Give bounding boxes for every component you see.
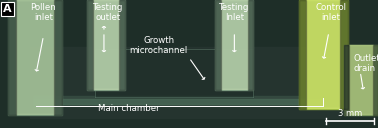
- Bar: [119, 0, 125, 90]
- Bar: [54, 0, 62, 115]
- Bar: [344, 45, 349, 115]
- Bar: [8, 0, 62, 115]
- Text: Growth
microchannel: Growth microchannel: [130, 36, 188, 55]
- Bar: [8, 0, 16, 115]
- Bar: [340, 0, 348, 109]
- Bar: [215, 0, 221, 90]
- Bar: [299, 0, 348, 109]
- Text: A: A: [3, 4, 12, 14]
- Bar: [93, 0, 119, 89]
- Text: Testing
Inlet: Testing Inlet: [219, 3, 249, 22]
- Bar: [248, 0, 253, 90]
- Bar: [34, 96, 321, 106]
- Bar: [373, 45, 378, 115]
- Bar: [16, 0, 54, 114]
- Text: Testing
outlet: Testing outlet: [93, 3, 123, 22]
- Bar: [87, 0, 93, 90]
- Text: Main chamber: Main chamber: [98, 104, 160, 113]
- Bar: [30, 47, 340, 118]
- Bar: [299, 0, 306, 109]
- Bar: [344, 45, 378, 115]
- Text: 3 mm: 3 mm: [338, 109, 362, 118]
- Text: Control
inlet: Control inlet: [315, 3, 346, 22]
- Bar: [34, 99, 321, 104]
- Bar: [94, 49, 253, 97]
- Text: Pollen
inlet: Pollen inlet: [31, 3, 56, 22]
- Bar: [306, 0, 340, 108]
- Text: Outlet
drain: Outlet drain: [353, 54, 378, 73]
- Bar: [349, 45, 373, 114]
- Bar: [221, 0, 248, 89]
- Bar: [215, 0, 253, 90]
- Bar: [87, 0, 125, 90]
